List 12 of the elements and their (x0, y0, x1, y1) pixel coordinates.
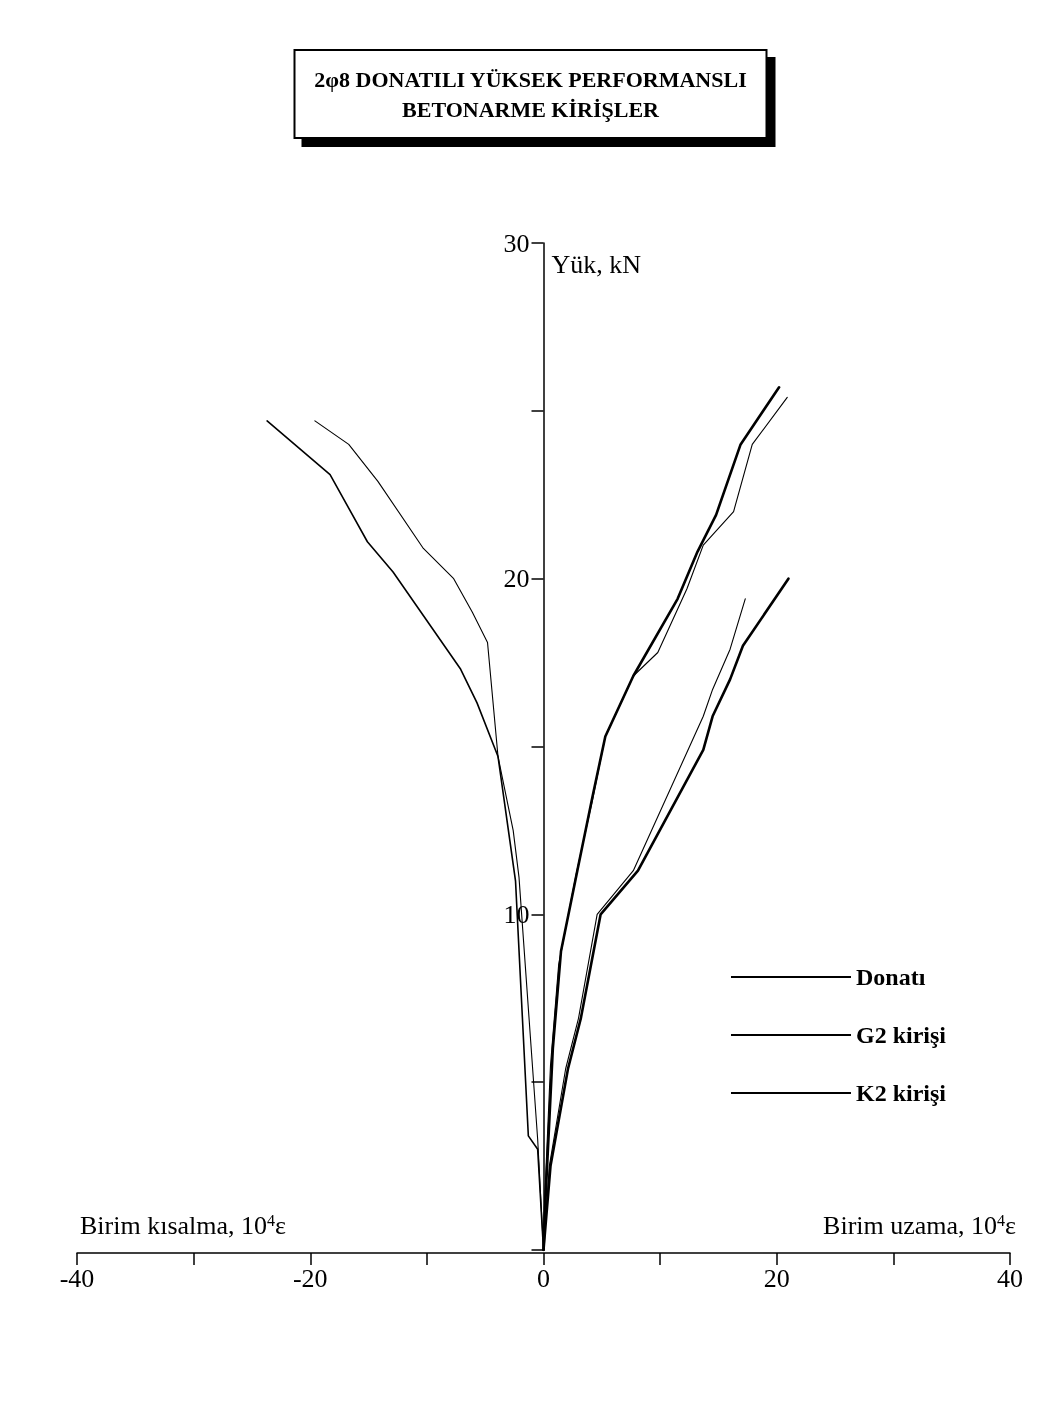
y-axis-title: Yük, kN (551, 249, 642, 279)
x-tick-label: 0 (537, 1263, 550, 1293)
x-tick-label: 40 (997, 1263, 1023, 1293)
x-tick-label: 20 (763, 1263, 790, 1293)
x-tick-label: -40 (59, 1263, 95, 1293)
y-tick-label: 30 (503, 228, 530, 258)
legend-label: G2 kirişi (855, 1022, 947, 1048)
legend-label: K2 kirişi (855, 1080, 947, 1106)
legend-label: Donatı (855, 964, 926, 990)
y-tick-label: 20 (503, 564, 530, 594)
chart-title: 2φ8 DONATILI YÜKSEK PERFORMANSLI BETONARME KİRİŞLER (314, 66, 747, 122)
x-tick-label: -20 (292, 1263, 328, 1293)
